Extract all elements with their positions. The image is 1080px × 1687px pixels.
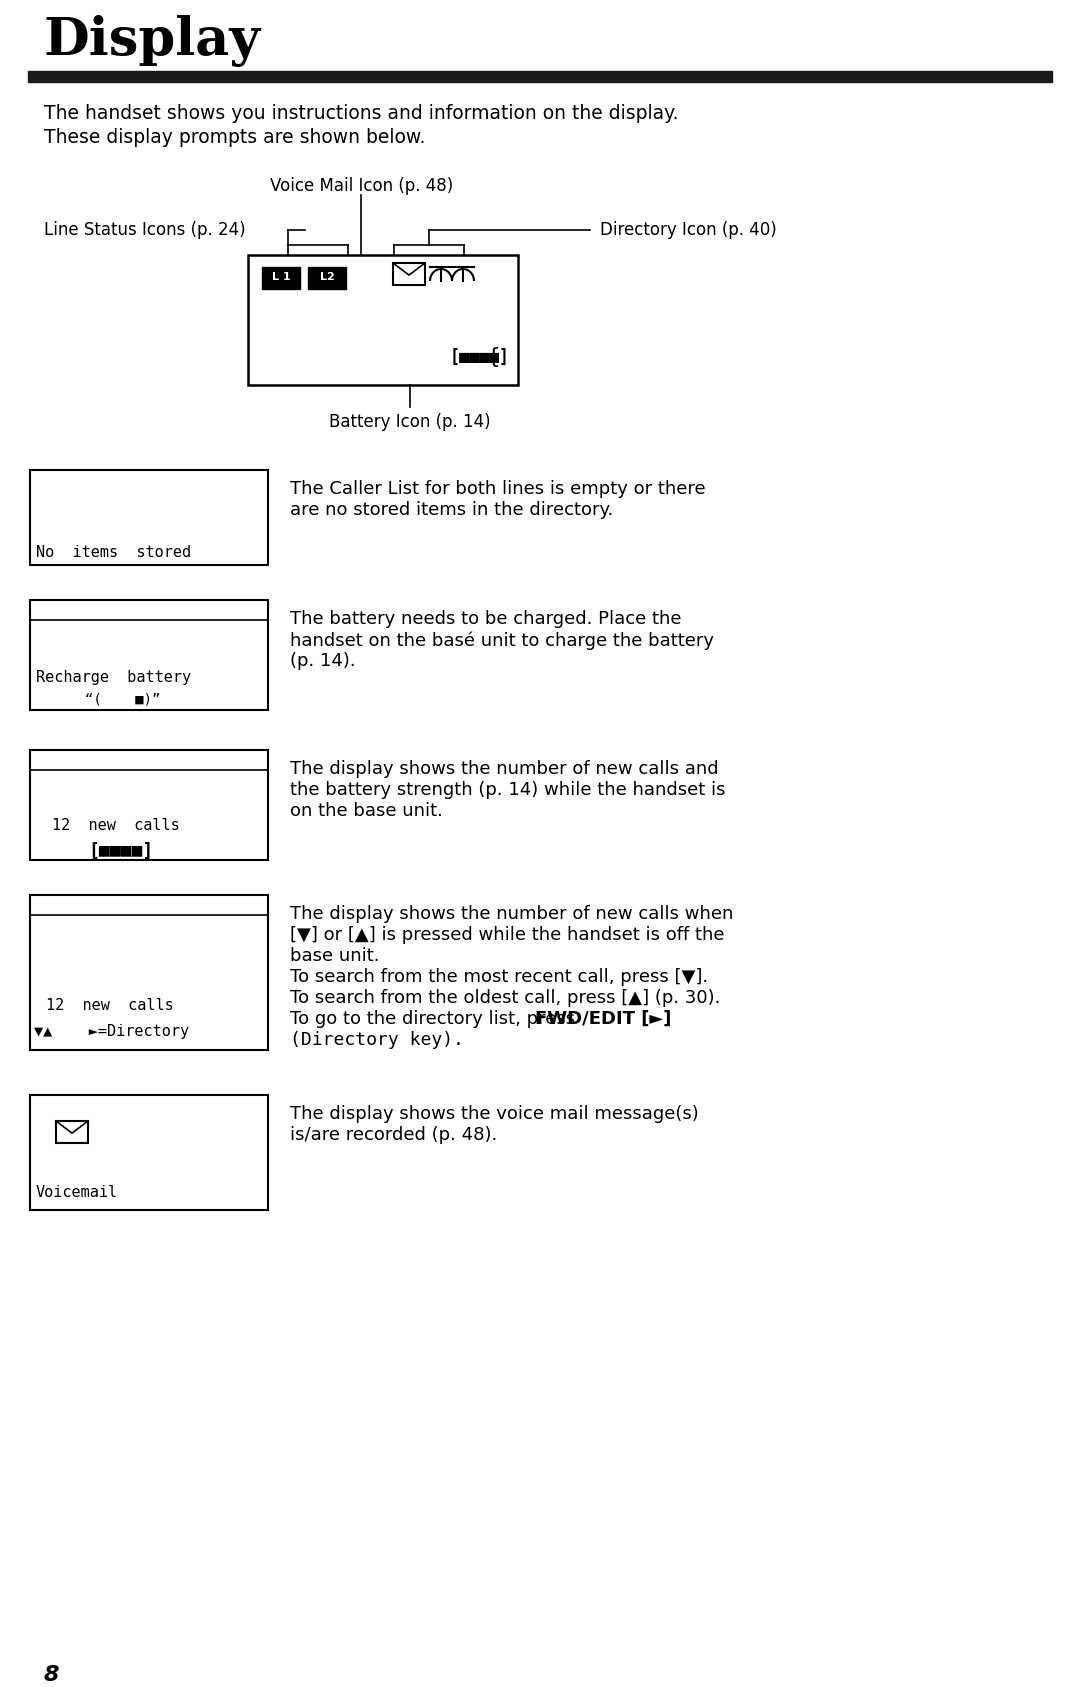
Text: FWD/EDIT [►]: FWD/EDIT [►] xyxy=(535,1011,672,1027)
Bar xyxy=(30,896,268,1049)
Bar xyxy=(30,1095,268,1210)
Bar xyxy=(30,751,268,860)
Text: Battery Icon (p. 14): Battery Icon (p. 14) xyxy=(329,413,490,430)
Bar xyxy=(30,601,268,710)
Text: (p. 14).: (p. 14). xyxy=(291,651,355,670)
Text: The handset shows you instructions and information on the display.: The handset shows you instructions and i… xyxy=(44,105,678,123)
Text: (Directory key).: (Directory key). xyxy=(291,1031,464,1049)
Bar xyxy=(248,255,518,385)
Bar xyxy=(262,267,300,288)
Text: L2: L2 xyxy=(320,272,335,282)
Text: the battery strength (p. 14) while the handset is: the battery strength (p. 14) while the h… xyxy=(291,781,726,800)
Text: is/are recorded (p. 48).: is/are recorded (p. 48). xyxy=(291,1125,497,1144)
Text: The Caller List for both lines is empty or there: The Caller List for both lines is empty … xyxy=(291,481,705,498)
Bar xyxy=(28,71,1052,83)
Text: {: { xyxy=(487,348,500,368)
Text: handset on the basé unit to charge the battery: handset on the basé unit to charge the b… xyxy=(291,631,714,649)
Text: The display shows the voice mail message(s): The display shows the voice mail message… xyxy=(291,1105,699,1124)
Text: Recharge  battery: Recharge battery xyxy=(36,670,191,685)
Text: are no stored items in the directory.: are no stored items in the directory. xyxy=(291,501,613,520)
Text: base unit.: base unit. xyxy=(291,946,379,965)
Text: No  items  stored: No items stored xyxy=(36,545,191,560)
Text: [▼] or [▲] is pressed while the handset is off the: [▼] or [▲] is pressed while the handset … xyxy=(291,926,725,945)
Bar xyxy=(30,471,268,565)
Text: 8: 8 xyxy=(44,1665,59,1685)
Text: Line Status Icons (p. 24): Line Status Icons (p. 24) xyxy=(44,221,245,240)
Text: 12  new  calls: 12 new calls xyxy=(46,999,174,1012)
Text: L 1: L 1 xyxy=(272,272,291,282)
Text: The display shows the number of new calls and: The display shows the number of new call… xyxy=(291,761,718,778)
Text: Voice Mail Icon (p. 48): Voice Mail Icon (p. 48) xyxy=(270,177,453,196)
Text: These display prompts are shown below.: These display prompts are shown below. xyxy=(44,128,426,147)
Text: ▼▲    ►=Directory: ▼▲ ►=Directory xyxy=(33,1024,189,1039)
Bar xyxy=(393,263,426,285)
Text: Directory Icon (p. 40): Directory Icon (p. 40) xyxy=(600,221,777,240)
Text: 12  new  calls: 12 new calls xyxy=(52,818,179,833)
Text: [■■■■]: [■■■■] xyxy=(450,348,510,366)
Bar xyxy=(56,1120,87,1144)
Text: To search from the most recent call, press [▼].: To search from the most recent call, pre… xyxy=(291,968,708,985)
Text: on the base unit.: on the base unit. xyxy=(291,801,443,820)
Text: Voicemail: Voicemail xyxy=(36,1184,118,1199)
Text: [■■■■]: [■■■■] xyxy=(87,842,153,860)
Text: To search from the oldest call, press [▲] (p. 30).: To search from the oldest call, press [▲… xyxy=(291,989,720,1007)
Text: “(    ■)”: “( ■)” xyxy=(85,692,160,705)
Text: The battery needs to be charged. Place the: The battery needs to be charged. Place t… xyxy=(291,611,681,628)
Bar xyxy=(308,267,346,288)
Text: To go to the directory list, press: To go to the directory list, press xyxy=(291,1011,581,1027)
Text: The display shows the number of new calls when: The display shows the number of new call… xyxy=(291,904,733,923)
Text: Display: Display xyxy=(44,15,261,67)
